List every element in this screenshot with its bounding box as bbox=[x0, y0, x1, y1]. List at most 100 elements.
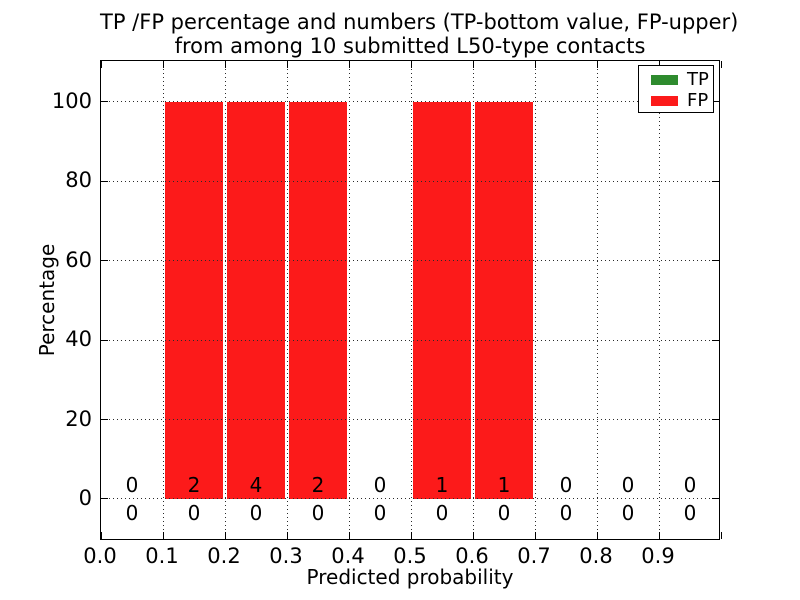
legend-label-tp: TP bbox=[687, 68, 709, 90]
x-tick-mark bbox=[534, 532, 536, 539]
tp-count-label: 0 bbox=[621, 500, 635, 525]
fp-count-label: 2 bbox=[311, 472, 325, 497]
chart-title-line1: TP /FP percentage and numbers (TP-bottom… bbox=[100, 10, 739, 34]
tp-count-label: 0 bbox=[249, 500, 263, 525]
x-tick-mark bbox=[162, 532, 164, 539]
tp-count-label: 0 bbox=[187, 500, 201, 525]
y-tick-mark bbox=[712, 498, 719, 500]
vertical-gridline bbox=[658, 61, 660, 539]
x-tick-label: 0.6 bbox=[455, 544, 489, 568]
x-tick-label: 0.3 bbox=[269, 544, 303, 568]
fp-count-label: 0 bbox=[683, 472, 697, 497]
fp-bar bbox=[289, 101, 347, 499]
horizontal-gridline bbox=[101, 180, 719, 182]
tp-count-label: 0 bbox=[497, 500, 511, 525]
x-tick-mark bbox=[472, 532, 474, 539]
y-tick-mark bbox=[101, 180, 108, 182]
fp-count-label: 1 bbox=[435, 472, 449, 497]
chart-title-line2: from among 10 submitted L50-type contact… bbox=[174, 34, 646, 58]
y-tick-mark bbox=[712, 419, 719, 420]
y-tick-mark bbox=[712, 260, 719, 262]
horizontal-gridline bbox=[101, 498, 719, 500]
vertical-gridline bbox=[596, 61, 598, 539]
y-tick-mark bbox=[101, 419, 108, 420]
y-tick-label: 20 bbox=[65, 406, 92, 431]
y-tick-mark bbox=[712, 101, 719, 103]
tp-count-label: 0 bbox=[373, 500, 387, 525]
plot-area: 0 0 0 0 0 0 0 0 0 0 0 2 4 2 0 1 1 0 0 0 bbox=[100, 60, 722, 540]
fp-bar bbox=[475, 101, 533, 499]
tp-count-label: 0 bbox=[311, 500, 325, 525]
fp-bar bbox=[165, 101, 223, 499]
x-tick-label: 0.9 bbox=[641, 544, 675, 568]
x-tick-mark bbox=[410, 61, 412, 68]
y-tick-mark bbox=[712, 339, 719, 341]
x-tick-mark bbox=[100, 61, 102, 68]
vertical-gridline bbox=[472, 61, 474, 539]
x-tick-mark bbox=[658, 61, 660, 68]
x-tick-label: 0.1 bbox=[145, 544, 179, 568]
legend: TP FP bbox=[638, 65, 714, 113]
y-tick-mark bbox=[101, 498, 108, 500]
legend-item-fp: FP bbox=[639, 90, 713, 111]
fp-count-label: 0 bbox=[373, 472, 387, 497]
fp-count-label: 1 bbox=[497, 472, 511, 497]
y-tick-mark bbox=[101, 260, 108, 262]
x-tick-mark bbox=[720, 61, 722, 68]
tp-count-label: 0 bbox=[683, 500, 697, 525]
horizontal-gridline bbox=[101, 339, 719, 341]
x-tick-mark bbox=[720, 532, 722, 539]
chart-title: TP /FP percentage and numbers (TP-bottom… bbox=[100, 10, 739, 58]
vertical-gridline bbox=[224, 61, 226, 539]
legend-item-tp: TP bbox=[639, 69, 713, 90]
tp-count-label: 0 bbox=[559, 500, 573, 525]
x-tick-mark bbox=[286, 532, 288, 539]
legend-swatch-tp bbox=[651, 74, 678, 85]
x-tick-label: 0.8 bbox=[579, 544, 613, 568]
x-tick-mark bbox=[596, 61, 598, 68]
x-tick-mark bbox=[100, 532, 102, 539]
x-tick-mark bbox=[596, 532, 598, 539]
fp-count-label: 0 bbox=[621, 472, 635, 497]
legend-label-fp: FP bbox=[687, 89, 709, 111]
y-tick-mark bbox=[712, 180, 719, 182]
y-tick-label: 100 bbox=[51, 88, 92, 113]
vertical-gridline bbox=[348, 61, 350, 539]
x-tick-label: 0.4 bbox=[331, 544, 365, 568]
x-tick-mark bbox=[348, 532, 350, 539]
horizontal-gridline bbox=[101, 101, 719, 103]
y-tick-label: 0 bbox=[78, 485, 92, 510]
x-tick-label: 0.7 bbox=[517, 544, 551, 568]
x-tick-mark bbox=[286, 61, 288, 68]
vertical-gridline bbox=[286, 61, 288, 539]
y-tick-mark bbox=[101, 339, 108, 341]
x-tick-mark bbox=[348, 61, 350, 68]
x-tick-label: 0.5 bbox=[393, 544, 427, 568]
horizontal-gridline bbox=[101, 419, 719, 420]
x-tick-mark bbox=[472, 61, 474, 68]
y-tick-mark bbox=[101, 101, 108, 103]
tp-count-label: 0 bbox=[125, 500, 139, 525]
x-tick-mark bbox=[224, 532, 226, 539]
fp-bar bbox=[227, 101, 285, 499]
tp-count-label: 0 bbox=[435, 500, 449, 525]
fp-count-label: 2 bbox=[187, 472, 201, 497]
vertical-gridline bbox=[534, 61, 536, 539]
horizontal-gridline bbox=[101, 260, 719, 262]
x-tick-mark bbox=[224, 61, 226, 68]
vertical-gridline bbox=[410, 61, 412, 539]
y-tick-label: 40 bbox=[65, 327, 92, 352]
fp-count-label: 4 bbox=[249, 472, 263, 497]
fp-count-label: 0 bbox=[559, 472, 573, 497]
vertical-gridline bbox=[162, 61, 164, 539]
x-tick-mark bbox=[410, 532, 412, 539]
y-tick-label: 80 bbox=[65, 168, 92, 193]
y-tick-label: 60 bbox=[65, 247, 92, 272]
x-axis-label: Predicted probability bbox=[306, 565, 514, 589]
x-tick-mark bbox=[658, 532, 660, 539]
fp-bar bbox=[413, 101, 471, 499]
legend-swatch-fp bbox=[651, 95, 678, 106]
x-tick-label: 0.2 bbox=[207, 544, 241, 568]
x-tick-mark bbox=[162, 61, 164, 68]
